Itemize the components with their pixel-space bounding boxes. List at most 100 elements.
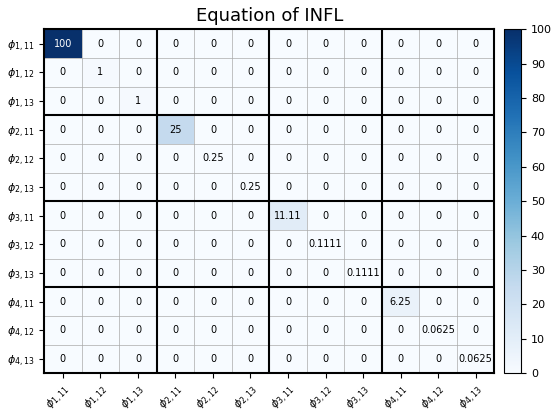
Text: 0: 0	[360, 96, 366, 106]
Text: 0: 0	[210, 96, 216, 106]
Text: 0: 0	[398, 67, 404, 77]
Text: 1: 1	[97, 67, 104, 77]
Text: 0: 0	[360, 125, 366, 134]
Text: 0: 0	[323, 268, 329, 278]
Text: 0: 0	[473, 297, 479, 307]
Text: 0: 0	[323, 39, 329, 49]
Text: 0: 0	[435, 182, 441, 192]
Text: 0: 0	[360, 239, 366, 249]
Text: 0: 0	[248, 354, 254, 364]
Text: 0: 0	[435, 354, 441, 364]
Text: 0: 0	[285, 125, 291, 134]
Text: 0: 0	[210, 297, 216, 307]
Text: 0: 0	[285, 239, 291, 249]
Text: 0: 0	[210, 39, 216, 49]
Text: 0: 0	[435, 125, 441, 134]
Text: 11.11: 11.11	[274, 210, 302, 220]
Text: 25: 25	[169, 125, 181, 134]
Text: 0: 0	[473, 268, 479, 278]
Text: 0: 0	[473, 325, 479, 335]
Text: 0: 0	[435, 239, 441, 249]
Text: 0: 0	[248, 67, 254, 77]
Text: 0: 0	[248, 210, 254, 220]
Text: 0: 0	[172, 268, 179, 278]
Text: 0.0625: 0.0625	[421, 325, 455, 335]
Text: 0: 0	[135, 153, 141, 163]
Text: 0: 0	[473, 239, 479, 249]
Text: 0: 0	[60, 153, 66, 163]
Text: 0: 0	[210, 354, 216, 364]
Text: 0: 0	[172, 325, 179, 335]
Text: 0: 0	[398, 325, 404, 335]
Text: 0: 0	[97, 239, 104, 249]
Text: 0: 0	[135, 268, 141, 278]
Text: 0: 0	[248, 39, 254, 49]
Text: 0: 0	[248, 268, 254, 278]
Text: 0: 0	[360, 297, 366, 307]
Text: 0: 0	[323, 354, 329, 364]
Text: 0: 0	[135, 125, 141, 134]
Text: 0: 0	[210, 67, 216, 77]
Text: 0: 0	[60, 67, 66, 77]
Text: 0: 0	[172, 354, 179, 364]
Text: 0: 0	[210, 239, 216, 249]
Text: 0: 0	[398, 239, 404, 249]
Text: 0: 0	[210, 325, 216, 335]
Text: 0: 0	[473, 39, 479, 49]
Text: 0: 0	[435, 153, 441, 163]
Text: 0: 0	[285, 268, 291, 278]
Text: 0.25: 0.25	[240, 182, 262, 192]
Text: 0.1111: 0.1111	[346, 268, 380, 278]
Text: 0: 0	[248, 96, 254, 106]
Text: 0: 0	[135, 210, 141, 220]
Text: 0: 0	[135, 182, 141, 192]
Text: 0: 0	[248, 153, 254, 163]
Text: 0: 0	[60, 268, 66, 278]
Text: 0: 0	[435, 39, 441, 49]
Text: 0: 0	[360, 67, 366, 77]
Text: 0: 0	[60, 96, 66, 106]
Text: 0: 0	[248, 239, 254, 249]
Text: 0: 0	[285, 297, 291, 307]
Text: 0: 0	[285, 182, 291, 192]
Text: 0: 0	[323, 210, 329, 220]
Text: 0: 0	[360, 354, 366, 364]
Text: 0: 0	[60, 354, 66, 364]
Text: 0: 0	[360, 182, 366, 192]
Text: 0.25: 0.25	[202, 153, 224, 163]
Text: 0: 0	[398, 153, 404, 163]
Text: 0: 0	[135, 297, 141, 307]
Text: 0: 0	[135, 354, 141, 364]
Text: 0: 0	[97, 210, 104, 220]
Text: 0: 0	[172, 67, 179, 77]
Text: 0: 0	[60, 182, 66, 192]
Text: 100: 100	[54, 39, 72, 49]
Text: 0: 0	[285, 67, 291, 77]
Text: 0: 0	[473, 67, 479, 77]
Text: 0: 0	[398, 39, 404, 49]
Text: 0: 0	[172, 153, 179, 163]
Text: 0: 0	[97, 153, 104, 163]
Text: 0: 0	[97, 125, 104, 134]
Text: 0: 0	[60, 125, 66, 134]
Text: 0: 0	[360, 153, 366, 163]
Text: 0: 0	[248, 125, 254, 134]
Text: 0: 0	[323, 297, 329, 307]
Text: 0: 0	[473, 210, 479, 220]
Text: 0: 0	[60, 239, 66, 249]
Text: 0: 0	[473, 182, 479, 192]
Text: 0: 0	[285, 354, 291, 364]
Text: 0: 0	[135, 67, 141, 77]
Text: 0: 0	[323, 125, 329, 134]
Text: 0: 0	[172, 297, 179, 307]
Text: 0: 0	[97, 297, 104, 307]
Text: 0: 0	[97, 182, 104, 192]
Text: 0: 0	[473, 96, 479, 106]
Text: 0: 0	[285, 96, 291, 106]
Text: 0: 0	[398, 182, 404, 192]
Text: 0: 0	[172, 182, 179, 192]
Text: 0: 0	[135, 39, 141, 49]
Text: 0: 0	[210, 125, 216, 134]
Text: 0: 0	[97, 354, 104, 364]
Text: 0: 0	[398, 354, 404, 364]
